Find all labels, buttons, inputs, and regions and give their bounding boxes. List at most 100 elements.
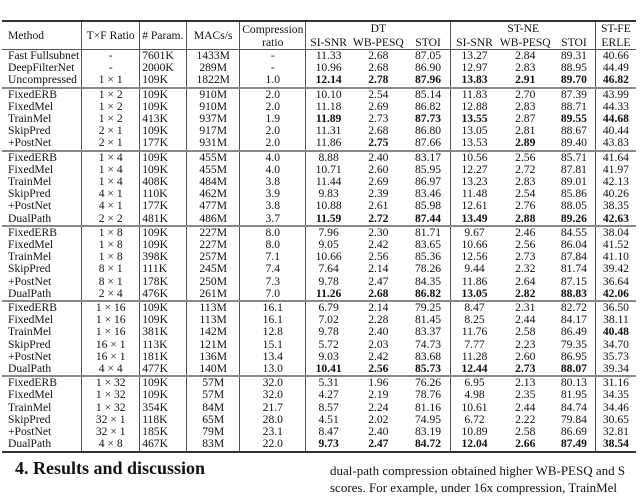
cell-ne-wb-pesq: 2.22 [515, 412, 536, 426]
table-row: FixedMel 1 × 32 109K 57M 32.0 4.27 2.19 78.76 4.… [2, 388, 636, 402]
cell-dt-si-snr: 8.88 [305, 149, 351, 164]
cell-dt-stoi: 83.19 [405, 425, 452, 439]
cell-macs: 486M [186, 212, 241, 226]
cell-compression: 7.3 [239, 275, 307, 288]
header-ne-stoi: STOI [552, 35, 597, 50]
cell-ne-si-snr: 12.56 [461, 250, 488, 264]
cell-dt-wb-pesq: 2.24 [368, 400, 389, 414]
cell-ne-wb-pesq: 2.13 [497, 375, 553, 390]
cell-ratio: 1 × 32 [81, 375, 141, 390]
cell-dt-stoi: 83.68 [405, 350, 452, 364]
cell-dt-wb-pesq: 2.39 [368, 187, 389, 201]
cell-params: 109K [139, 375, 188, 390]
cell-ne-stoi: 88.71 [552, 100, 597, 114]
cell-ratio: 1 × 4 [81, 163, 141, 177]
cell-fe-erle: 40.48 [602, 325, 629, 339]
cell-fe-erle: 38.54 [602, 437, 629, 451]
cell-dt-wb-pesq: 2.42 [368, 238, 389, 252]
cell-ne-stoi: 87.84 [552, 251, 597, 264]
cell-ratio: 8 × 1 [81, 275, 141, 288]
cell-params: 109K [139, 74, 188, 88]
cell-dt-stoi: 81.71 [405, 224, 452, 240]
cell-dt-si-snr: 9.78 [318, 274, 339, 288]
cell-ne-si-snr: 9.67 [450, 224, 498, 240]
cell-fe-erle: 44.68 [602, 112, 629, 126]
cell-dt-si-snr: 10.41 [315, 362, 342, 376]
cell-dt-wb-pesq: 2.40 [350, 149, 406, 164]
cell-ne-wb-pesq: 2.70 [497, 86, 553, 101]
cell-macs: 937M [186, 112, 241, 126]
cell-params: 7601K [139, 49, 188, 63]
cell-ne-wb-pesq: 2.88 [515, 211, 536, 225]
cell-ratio: 1 × 8 [81, 224, 141, 240]
cell-ne-wb-pesq: 2.83 [515, 61, 536, 75]
cell-ne-stoi: 89.70 [552, 74, 597, 88]
cell-ne-wb-pesq: 2.81 [515, 124, 536, 138]
cell-macs: 455M [186, 163, 241, 177]
cell-dt-si-snr: 9.05 [318, 238, 339, 252]
table-row: SkipPred 32 × 1 118K 65M 28.0 4.51 2.02 74.95 6.… [2, 412, 636, 427]
cell-dt-si-snr: 9.03 [318, 349, 339, 363]
cell-ne-wb-pesq: 2.73 [515, 250, 536, 264]
cell-ne-wb-pesq: 2.58 [515, 425, 536, 439]
cell-compression: 15.1 [239, 338, 307, 351]
cell-ne-stoi: 88.83 [552, 287, 597, 302]
cell-macs: 136M [186, 350, 241, 364]
cell-dt-wb-pesq: 2.75 [368, 136, 389, 150]
cell-dt-si-snr: 9.78 [318, 325, 339, 339]
cell-dt-wb-pesq: 2.28 [368, 313, 389, 327]
table-row: DualPath 2 × 2 481K 486M 3.7 11.59 2.72 87.44 13… [2, 211, 636, 226]
cell-dt-wb-pesq: 2.54 [350, 86, 406, 101]
cell-dt-stoi: 83.46 [405, 188, 452, 201]
cell-macs: 931M [186, 137, 241, 151]
body-text-line: scores. For example, under 16x compressi… [330, 480, 618, 495]
cell-dt-wb-pesq: 2.42 [368, 349, 389, 363]
cell-ne-si-snr: 13.27 [450, 49, 498, 63]
header-st-fe: ST-FE [600, 22, 631, 36]
cell-ne-si-snr: 6.72 [464, 412, 485, 426]
table-row: TrainMel 1 × 8 398K 257M 7.1 10.66 2.56 85.36 12… [2, 250, 636, 264]
cell-dt-si-snr: 11.26 [315, 286, 342, 300]
cell-fe-erle: 41.10 [602, 250, 629, 264]
cell-ne-stoi: 80.13 [552, 375, 597, 390]
cell-params: 381K [139, 326, 188, 339]
cell-dt-si-snr: 7.64 [318, 262, 339, 276]
cell-ne-stoi: 89.26 [552, 212, 597, 226]
cell-params: 113K [139, 338, 188, 351]
cell-dt-stoi: 84.35 [405, 275, 452, 288]
header-ne-wb-pesq: WB-PESQ [497, 35, 553, 50]
cell-dt-si-snr: 11.59 [315, 211, 342, 225]
cell-method: FixedERB [2, 86, 83, 101]
cell-dt-wb-pesq: 2.40 [368, 325, 389, 339]
cell-dt-stoi: 83.65 [405, 238, 452, 252]
cell-ne-wb-pesq: 2.91 [515, 73, 536, 87]
cell-dt-si-snr: 11.33 [305, 49, 351, 63]
cell-dt-si-snr: 10.88 [315, 199, 342, 213]
cell-ne-si-snr: 12.88 [461, 99, 488, 113]
cell-method: SkipPred [2, 413, 83, 427]
cell-method: FixedERB [2, 149, 83, 164]
cell-macs: 79M [186, 425, 241, 439]
cell-dt-stoi: 79.25 [405, 300, 452, 315]
table-row: FixedERB 1 × 8 109K 227M 8.0 7.96 2.30 81.71 9.6… [2, 224, 636, 240]
cell-ne-wb-pesq: 2.32 [515, 262, 536, 276]
cell-dt-wb-pesq: 2.19 [368, 388, 389, 402]
cell-dt-si-snr: 11.89 [315, 112, 342, 126]
cell-params: 413K [139, 112, 188, 126]
cell-fe-erle: 31.16 [595, 375, 636, 390]
results-table: Method T×F Ratio # Param. MACs/s Compres… [2, 20, 636, 453]
cell-ratio: 4 × 1 [81, 200, 141, 213]
cell-dt-stoi: 83.37 [405, 326, 452, 339]
cell-compression: 8.0 [239, 224, 307, 240]
cell-fe-erle: 39.34 [602, 362, 629, 376]
cell-method: FixedMel [2, 389, 83, 402]
table-row: DualPath 2 × 4 476K 261M 7.0 11.26 2.68 86.82 13… [2, 286, 636, 302]
cell-macs: 477M [186, 200, 241, 213]
cell-macs: 917M [186, 125, 241, 138]
cell-method: +PostNet [2, 425, 83, 439]
cell-ratio: 1 × 2 [81, 112, 141, 126]
cell-fe-erle: 42.06 [602, 286, 629, 300]
cell-ratio: 1 × 16 [81, 326, 141, 339]
cell-ne-stoi: 84.17 [552, 314, 597, 327]
table-row: FixedERB 1 × 2 109K 910M 2.0 10.10 2.54 85.14 11… [2, 86, 636, 101]
